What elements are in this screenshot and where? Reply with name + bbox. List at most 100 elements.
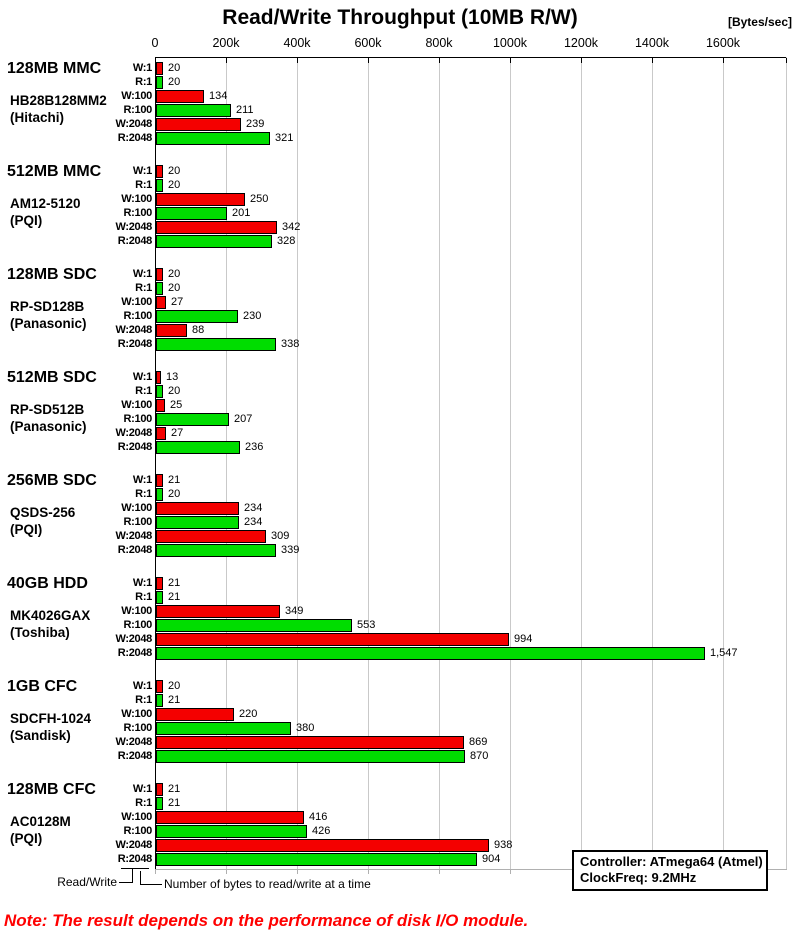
legend-underline-2048 (121, 868, 149, 869)
bar-row-label: W:100 (121, 811, 152, 823)
bar-value-label: 994 (514, 633, 533, 645)
axis-tick (297, 58, 298, 63)
bar-value-label: 27 (171, 427, 184, 439)
bar-value-label: 416 (309, 811, 328, 823)
write-bar (156, 399, 165, 412)
group-model: AC0128M (10, 814, 71, 829)
write-bar (156, 502, 239, 515)
group-maker: (PQI) (10, 831, 43, 846)
axis-tick-bottom (297, 870, 298, 874)
bar-value-label: 25 (170, 399, 183, 411)
bar-value-label: 553 (357, 619, 376, 631)
bar-row-label: R:1 (135, 76, 152, 88)
write-bar (156, 371, 161, 384)
bar-row-label: W:100 (121, 193, 152, 205)
bar-row-label: R:2048 (117, 647, 153, 659)
group-model: RP-SD512B (10, 402, 85, 417)
group-maker: (Toshiba) (10, 625, 70, 640)
bar-row-label: R:100 (123, 619, 153, 631)
read-bar (156, 132, 270, 145)
bar-row-label: W:100 (121, 708, 152, 720)
bar-value-label: 20 (168, 385, 181, 397)
read-bar (156, 441, 240, 454)
axis-tick (439, 58, 440, 63)
read-bar (156, 413, 229, 426)
read-bar (156, 207, 227, 220)
tick-label: 1000k (492, 36, 528, 50)
read-bar (156, 694, 163, 707)
bar-row-label: R:2048 (117, 853, 153, 865)
gridline (510, 58, 511, 869)
bar-value-label: 207 (234, 413, 253, 425)
read-bar (156, 619, 352, 632)
axis-tick (226, 58, 227, 63)
group-label: 512MB SDC (7, 369, 97, 386)
read-bar (156, 282, 163, 295)
controller-line: Controller: ATmega64 (Atmel) (580, 854, 763, 869)
bar-row-label: W:2048 (115, 118, 152, 130)
bar-row-label: R:100 (123, 825, 153, 837)
write-bar (156, 680, 163, 693)
read-bar (156, 825, 307, 838)
read-bar (156, 310, 238, 323)
bar-value-label: 904 (482, 853, 501, 865)
write-bar (156, 577, 163, 590)
bar-row-label: R:2048 (117, 132, 153, 144)
axis-tick-bottom (226, 870, 227, 874)
bar-value-label: 20 (168, 488, 181, 500)
write-bar (156, 605, 280, 618)
bar-row-label: W:100 (121, 502, 152, 514)
gridline (368, 58, 369, 869)
bar-row-label: W:2048 (115, 427, 152, 439)
bar-value-label: 211 (236, 104, 254, 116)
group-label: 512MB MMC (7, 163, 102, 180)
bar-row-label: R:2048 (117, 235, 153, 247)
bar-value-label: 88 (192, 324, 205, 336)
read-bar (156, 516, 239, 529)
bar-row-label: R:2048 (117, 338, 153, 350)
bar-row-label: R:1 (135, 179, 152, 191)
gridline (439, 58, 440, 869)
axis-tick (510, 58, 511, 63)
bar-value-label: 342 (282, 221, 301, 233)
bar-value-label: 328 (277, 235, 296, 247)
bar-row-label: W:1 (132, 165, 152, 177)
group-maker: (Sandisk) (10, 728, 71, 743)
group-maker: (Panasonic) (10, 419, 87, 434)
read-bar (156, 76, 163, 89)
group-model: HB28B128MM2 (10, 93, 107, 108)
write-bar (156, 296, 166, 309)
tick-label: 200k (212, 36, 240, 50)
bar-row-label: R:100 (123, 722, 153, 734)
bar-row-label: W:2048 (115, 736, 152, 748)
plot-right-border (786, 57, 787, 869)
gridline (226, 58, 227, 869)
bar-row-label: W:1 (132, 268, 152, 280)
bar-value-label: 20 (168, 62, 181, 74)
group-label: 1GB CFC (7, 678, 78, 695)
gridline (297, 58, 298, 869)
group-label: 128MB SDC (7, 266, 97, 283)
bar-value-label: 230 (243, 310, 262, 322)
write-bar (156, 221, 277, 234)
read-bar (156, 797, 163, 810)
legend-bytes-note-label: Number of bytes to read/write at a time (164, 877, 371, 891)
bar-value-label: 20 (168, 680, 181, 692)
y-axis (155, 57, 156, 869)
axis-tick-bottom (155, 870, 156, 874)
bar-row-label: R:2048 (117, 544, 153, 556)
bar-row-label: R:1 (135, 797, 152, 809)
bar-row-label: R:1 (135, 385, 152, 397)
note-text: Note: The result depends on the performa… (4, 911, 529, 930)
group-model: AM12-5120 (10, 196, 81, 211)
write-bar (156, 811, 304, 824)
write-bar (156, 427, 166, 440)
bar-row-label: R:100 (123, 207, 153, 219)
unit-label: [Bytes/sec] (727, 15, 792, 29)
axis-tick (786, 58, 787, 63)
bar-row-label: W:1 (132, 62, 152, 74)
bar-value-label: 21 (168, 591, 181, 603)
bar-row-label: W:100 (121, 605, 152, 617)
write-bar (156, 839, 489, 852)
